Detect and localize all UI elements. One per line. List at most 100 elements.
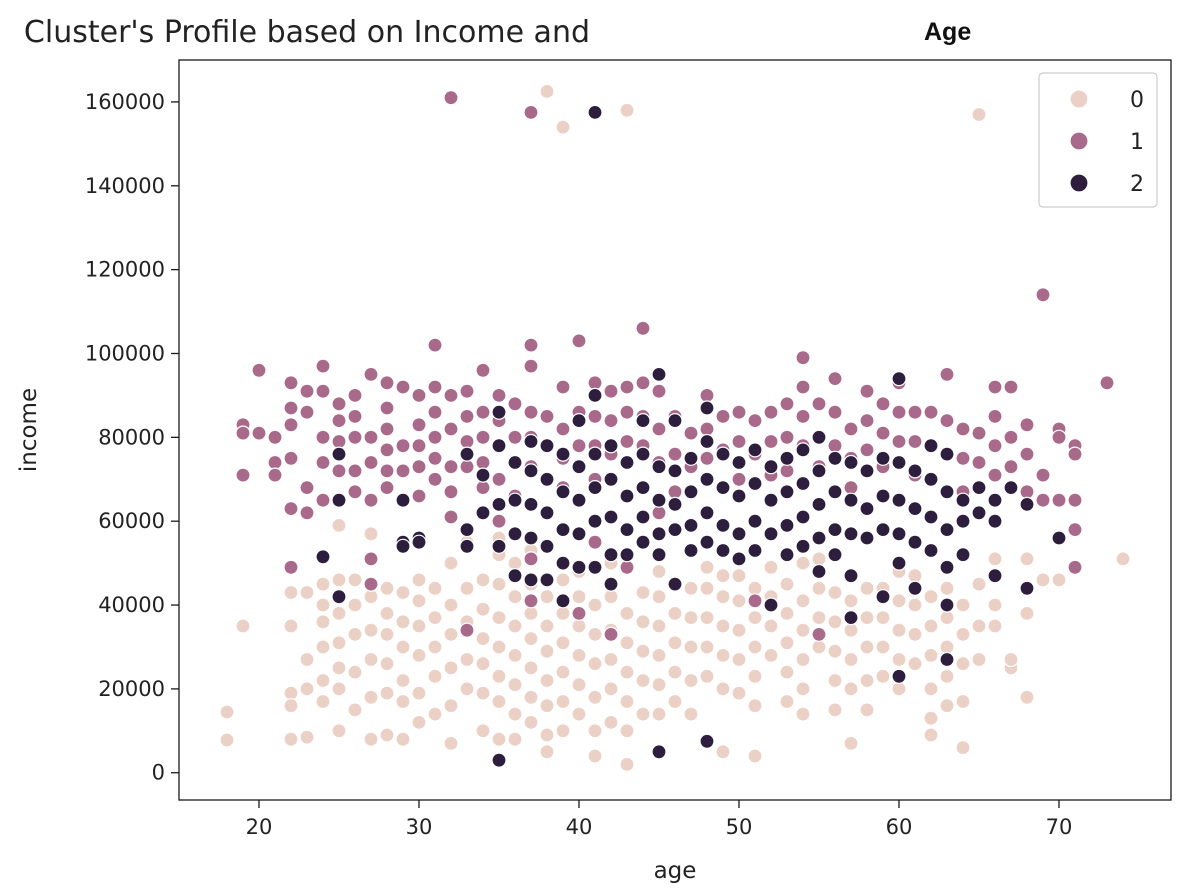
data-point [299, 404, 315, 420]
data-point [443, 484, 459, 500]
data-point [827, 438, 843, 454]
data-point [555, 605, 571, 622]
data-point [907, 580, 923, 596]
data-point [603, 714, 619, 731]
data-point [763, 404, 779, 420]
data-point [923, 727, 939, 743]
data-point [1003, 379, 1019, 395]
data-point [571, 413, 587, 429]
data-point [603, 471, 619, 487]
data-point [795, 442, 811, 458]
data-point [971, 480, 987, 496]
legend-label: 1 [1130, 130, 1144, 155]
data-point [731, 488, 747, 504]
data-point [283, 698, 299, 714]
data-point [747, 542, 763, 559]
data-point [507, 731, 523, 747]
data-point [267, 454, 283, 471]
data-point [651, 421, 667, 437]
y-tick-label: 40000 [98, 593, 165, 617]
data-point [843, 454, 859, 471]
data-point [987, 551, 1003, 567]
data-point [315, 454, 331, 471]
data-point [635, 614, 651, 630]
data-point [683, 609, 699, 626]
data-point [795, 350, 811, 366]
data-point [779, 429, 795, 445]
data-point [523, 689, 539, 705]
data-point [987, 597, 1003, 613]
data-point [443, 597, 459, 613]
data-point [811, 609, 827, 626]
data-point [443, 626, 459, 643]
data-point [1051, 572, 1067, 588]
data-point [331, 446, 347, 462]
data-point [363, 576, 379, 592]
data-point [363, 454, 379, 471]
data-point [859, 501, 875, 517]
data-point [571, 677, 587, 693]
y-tick-label: 100000 [85, 341, 165, 365]
data-point [859, 463, 875, 479]
data-point [491, 668, 507, 684]
data-point [891, 454, 907, 471]
data-point [843, 568, 859, 584]
data-point [939, 609, 955, 626]
data-point [347, 463, 363, 479]
data-point [635, 584, 651, 601]
data-point [763, 526, 779, 542]
data-point [603, 438, 619, 454]
data-point [651, 505, 667, 521]
data-point [699, 639, 715, 655]
data-point [1051, 530, 1067, 546]
data-point [923, 509, 939, 525]
data-point [619, 521, 635, 538]
data-point [315, 549, 331, 565]
data-point [331, 681, 347, 697]
data-point [763, 647, 779, 664]
data-point [555, 421, 571, 437]
data-point [283, 618, 299, 634]
data-point [459, 383, 475, 399]
data-point [1067, 492, 1083, 508]
data-point [715, 542, 731, 559]
data-point [539, 698, 555, 714]
data-point [587, 446, 603, 462]
data-point [475, 467, 491, 483]
data-point [571, 526, 587, 542]
data-point [747, 639, 763, 655]
data-point [331, 589, 347, 605]
data-point [443, 509, 459, 525]
data-point [747, 442, 763, 458]
data-point [555, 119, 571, 135]
y-axis: 0 20000 40000 60000 80000 100000 120000 140000 1… [85, 90, 179, 785]
data-point [283, 450, 299, 466]
data-point [523, 714, 539, 731]
data-point [843, 593, 859, 609]
data-point [491, 731, 507, 747]
data-point [539, 408, 555, 424]
x-tick-label: 20 [246, 815, 273, 839]
data-point [395, 584, 411, 601]
data-point [683, 425, 699, 441]
data-point [1035, 572, 1051, 588]
data-point [955, 513, 971, 529]
data-point [411, 488, 427, 504]
data-point [907, 404, 923, 420]
data-point [779, 396, 795, 412]
data-point [555, 555, 571, 571]
data-point [507, 677, 523, 693]
data-point [859, 383, 875, 399]
data-point [587, 408, 603, 424]
data-point [891, 371, 907, 387]
data-point [395, 693, 411, 710]
data-point [955, 547, 971, 563]
data-point [1019, 580, 1035, 596]
data-point [235, 618, 251, 634]
data-point [331, 492, 347, 508]
data-point [795, 475, 811, 492]
data-point [715, 517, 731, 534]
data-point [843, 609, 859, 626]
data-point [491, 576, 507, 592]
data-point [779, 576, 795, 592]
